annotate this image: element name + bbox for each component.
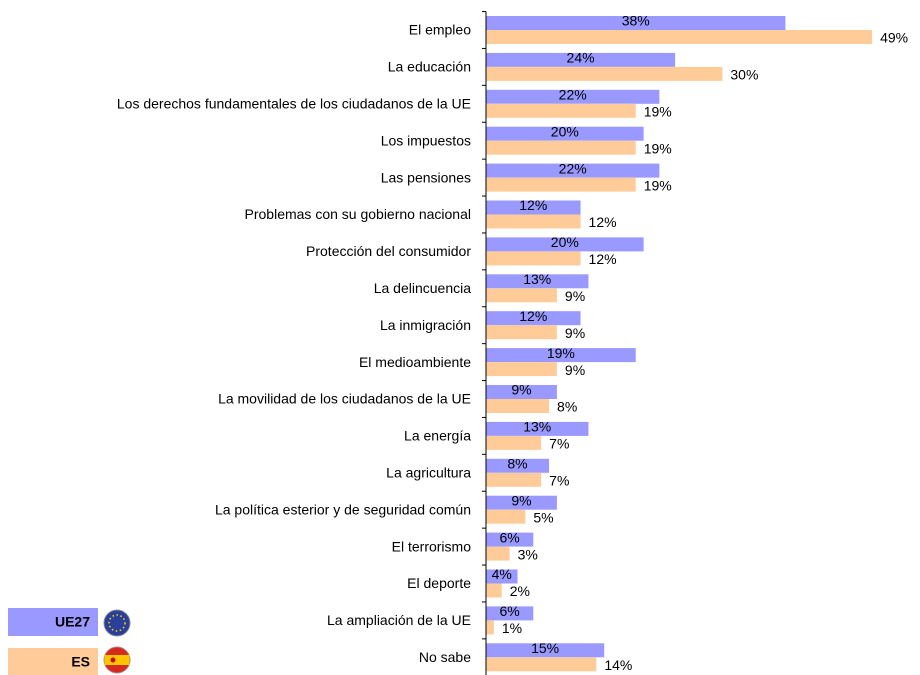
data-label: 4% [492,566,512,582]
bar [486,583,502,598]
bar [486,421,589,436]
bar [486,163,660,178]
bar [486,495,557,510]
bar [486,458,550,473]
category-label: La delincuencia [374,280,472,296]
data-label: 22% [559,160,587,176]
category-label: La política esterior y de seguridad comú… [215,501,471,517]
data-label: 19% [547,345,575,361]
legend-swatch [8,648,98,675]
data-label: 13% [523,271,551,287]
data-label: 9% [511,382,531,398]
bar [486,472,542,487]
bar [486,325,557,340]
data-label: 12% [519,197,547,213]
data-label: 14% [604,657,632,673]
data-label: 19% [644,177,672,193]
bar [486,237,644,252]
bar [486,620,494,635]
bar [486,140,636,155]
data-label: 9% [565,325,585,341]
category-label: Las pensiones [381,169,471,185]
data-label: 19% [644,104,672,120]
category-label: Los impuestos [381,132,471,148]
bar [486,251,581,266]
data-label: 8% [557,399,577,415]
bar [486,16,786,30]
bar [486,214,581,229]
category-label: Los derechos fundamentales de los ciudad… [117,96,471,112]
data-label: 19% [644,140,672,156]
category-label: No sabe [419,649,471,665]
data-label: 12% [589,214,617,230]
legend-label: UE27 [55,614,90,630]
bar [486,385,557,399]
data-label: 9% [511,492,531,508]
bar [486,509,526,524]
data-label: 38% [622,13,650,29]
bar [486,177,636,192]
category-label: El deporte [407,575,471,591]
legend-swatch [8,608,98,636]
data-label: 30% [730,67,758,83]
bar [486,30,873,44]
bar [486,66,723,81]
category-label: Problemas con su gobierno nacional [245,206,471,222]
data-label: 6% [500,603,520,619]
bar [486,399,550,413]
data-label: 20% [551,234,579,250]
category-label: La movilidad de los ciudadanos de la UE [218,391,471,407]
data-label: 20% [551,123,579,139]
data-label: 1% [502,620,522,636]
bar [486,532,534,547]
category-label: Protección del consumidor [306,243,471,259]
eu-flag [103,609,131,637]
category-label: El medioambiente [359,354,471,370]
category-label: El empleo [409,22,471,38]
legend-label: ES [71,654,90,670]
data-label: 9% [565,288,585,304]
data-label: 15% [531,640,559,656]
bar [486,200,581,215]
data-label: 2% [510,583,530,599]
bar [486,606,534,621]
data-label: 7% [549,436,569,452]
bar [486,569,518,584]
data-label: 9% [565,362,585,378]
es-flag [103,646,131,674]
data-label: 24% [567,50,595,66]
data-label: 22% [559,87,587,103]
category-label: La energía [404,428,471,444]
bar [486,362,557,377]
data-label: 5% [533,509,553,525]
bar [486,103,636,118]
data-label: 7% [549,473,569,489]
data-label: 6% [500,529,520,545]
data-label: 49% [880,30,908,46]
bar [486,126,644,141]
category-label: La ampliación de la UE [327,612,471,628]
data-label: 13% [523,419,551,435]
data-label: 8% [507,456,527,472]
bar [486,348,636,363]
bar [486,643,605,658]
bar [486,657,597,672]
bar [486,311,581,326]
data-label: 12% [519,308,547,324]
bar [486,52,676,67]
bar [486,274,589,289]
category-label: El terrorismo [392,538,472,554]
bar [486,546,510,561]
data-label: 12% [589,251,617,267]
data-label: 3% [518,546,538,562]
bar [486,288,557,303]
category-label: La inmigración [380,317,471,333]
bar [486,89,660,104]
bar [486,435,542,450]
category-label: La agricultura [386,465,471,481]
category-label: La educación [388,59,471,75]
